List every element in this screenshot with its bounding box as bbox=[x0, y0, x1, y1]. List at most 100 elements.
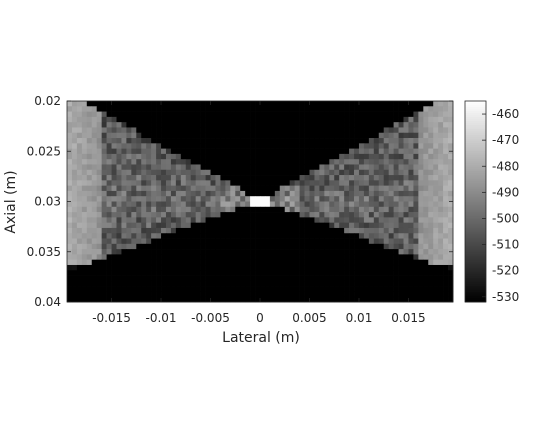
heatmap-cell bbox=[403, 111, 409, 118]
heatmap-cell bbox=[339, 280, 345, 287]
heatmap-cell bbox=[314, 101, 320, 107]
heatmap-cell bbox=[294, 175, 300, 181]
heatmap-cell bbox=[230, 275, 236, 282]
heatmap-cell bbox=[111, 143, 117, 149]
heatmap-cell bbox=[274, 116, 281, 123]
heatmap-cell bbox=[200, 164, 206, 171]
heatmap-cell bbox=[264, 296, 271, 303]
heatmap-cell bbox=[165, 138, 172, 144]
heatmap-cell bbox=[269, 190, 276, 197]
heatmap-cell bbox=[314, 201, 320, 208]
heatmap-cell bbox=[255, 106, 261, 112]
heatmap-cell bbox=[433, 222, 439, 229]
heatmap-cell bbox=[393, 222, 399, 229]
heatmap-cell bbox=[274, 201, 281, 208]
heatmap-cell bbox=[279, 264, 286, 271]
heatmap-cell bbox=[165, 148, 172, 155]
heatmap-cell bbox=[294, 275, 300, 282]
heatmap-cell bbox=[363, 106, 370, 112]
heatmap-cell bbox=[319, 286, 325, 292]
heatmap-cell bbox=[354, 233, 360, 239]
heatmap-cell bbox=[141, 169, 147, 176]
heatmap-cell bbox=[195, 164, 201, 171]
heatmap-cell bbox=[121, 138, 127, 144]
heatmap-cell bbox=[393, 206, 399, 213]
heatmap-cell bbox=[334, 217, 340, 224]
heatmap-cell bbox=[111, 259, 117, 266]
heatmap-cell bbox=[146, 222, 152, 229]
heatmap-cell bbox=[86, 169, 93, 176]
heatmap-cell bbox=[448, 291, 454, 298]
heatmap-cell bbox=[67, 286, 73, 292]
heatmap-cell bbox=[269, 138, 276, 144]
heatmap-cell bbox=[324, 217, 330, 224]
heatmap-cell bbox=[418, 238, 424, 245]
heatmap-cell bbox=[91, 148, 98, 155]
heatmap-cell bbox=[289, 296, 295, 303]
heatmap-cell bbox=[175, 116, 182, 123]
heatmap-cell bbox=[294, 132, 300, 139]
heatmap-cell bbox=[334, 238, 340, 245]
heatmap-cell bbox=[329, 249, 335, 255]
heatmap-cell bbox=[126, 201, 132, 208]
heatmap-cell bbox=[294, 127, 300, 134]
heatmap-cell bbox=[334, 254, 340, 261]
heatmap-cell bbox=[304, 180, 310, 186]
heatmap-cell bbox=[126, 249, 132, 255]
heatmap-cell bbox=[156, 116, 162, 123]
heatmap-cell bbox=[215, 270, 221, 276]
heatmap-cell bbox=[354, 138, 360, 144]
heatmap-cell bbox=[86, 175, 93, 181]
heatmap-cell bbox=[71, 122, 78, 128]
heatmap-cell bbox=[116, 190, 122, 197]
heatmap-cell bbox=[121, 238, 127, 245]
heatmap-cell bbox=[319, 185, 325, 192]
heatmap-cell bbox=[284, 259, 291, 266]
heatmap-cell bbox=[448, 264, 454, 271]
heatmap-cell bbox=[403, 106, 409, 112]
heatmap-cell bbox=[438, 222, 444, 229]
heatmap-cell bbox=[373, 116, 380, 123]
heatmap-cell bbox=[81, 217, 88, 224]
heatmap-cell bbox=[91, 206, 98, 213]
colorbar-segment bbox=[465, 293, 486, 297]
heatmap-cell bbox=[151, 212, 157, 218]
heatmap-cell bbox=[235, 153, 241, 160]
heatmap-cell bbox=[111, 270, 117, 276]
heatmap-cell bbox=[250, 164, 256, 171]
heatmap-cell bbox=[111, 249, 117, 255]
heatmap-cell bbox=[81, 212, 88, 218]
heatmap-cell bbox=[443, 127, 449, 134]
heatmap-cell bbox=[235, 238, 241, 245]
heatmap-cell bbox=[220, 164, 226, 171]
heatmap-cell bbox=[289, 243, 295, 250]
heatmap-cell bbox=[418, 233, 424, 239]
heatmap-cell bbox=[165, 227, 172, 234]
heatmap-cell bbox=[141, 185, 147, 192]
heatmap-cell bbox=[175, 190, 182, 197]
heatmap-cell bbox=[200, 286, 206, 292]
heatmap-cell bbox=[289, 227, 295, 234]
heatmap-cell bbox=[190, 275, 197, 282]
heatmap-cell bbox=[141, 148, 147, 155]
heatmap-cell bbox=[255, 101, 261, 107]
heatmap-cell bbox=[151, 291, 157, 298]
heatmap-cell bbox=[418, 180, 424, 186]
heatmap-cell bbox=[151, 175, 157, 181]
y-tick-label: 0.03 bbox=[34, 195, 61, 209]
heatmap-cell bbox=[269, 206, 276, 213]
heatmap-cell bbox=[230, 286, 236, 292]
heatmap-cell bbox=[116, 206, 122, 213]
heatmap-cell bbox=[324, 286, 330, 292]
heatmap-cell bbox=[363, 143, 370, 149]
heatmap-cell bbox=[388, 275, 394, 282]
heatmap-cell bbox=[156, 106, 162, 112]
heatmap-cell bbox=[250, 270, 256, 276]
heatmap-cell bbox=[383, 296, 390, 303]
heatmap-cell bbox=[71, 148, 78, 155]
heatmap-cell bbox=[358, 122, 365, 128]
heatmap-cell bbox=[67, 185, 73, 192]
heatmap-cell bbox=[368, 259, 375, 266]
heatmap-cell bbox=[349, 206, 355, 213]
colorbar-segment bbox=[465, 189, 486, 192]
